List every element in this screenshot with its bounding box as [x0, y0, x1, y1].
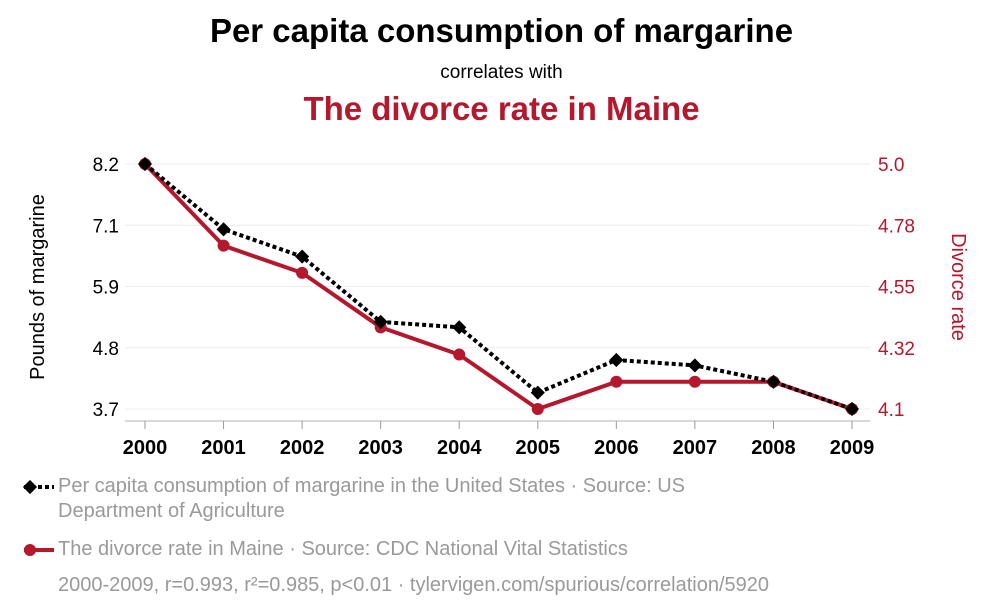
right-axis-tick-label: 4.32	[878, 339, 915, 360]
margarine-data-point	[137, 156, 153, 172]
divorce-data-point	[531, 403, 544, 415]
x-axis-tick-label: 2001	[201, 437, 246, 459]
x-axis-tick-label: 2002	[280, 437, 325, 459]
divorce-data-point	[453, 348, 466, 361]
legend-label-margarine: Per capita consumption of margarine in t…	[58, 475, 685, 522]
divorce-data-point	[296, 266, 309, 279]
margarine-series-line	[143, 162, 853, 411]
x-axis-tick-label: 2007	[673, 437, 718, 459]
left-axis-title: Pounds of margarine	[27, 194, 49, 380]
right-axis-tick-label: 4.78	[878, 216, 915, 237]
margarine-data-point	[687, 358, 702, 373]
left-axis-tick-label: 8.2	[93, 155, 119, 176]
margarine-data-point	[766, 374, 781, 389]
x-axis-tick-label: 2004	[437, 437, 482, 459]
divorce-data-point	[610, 375, 623, 388]
correlates-with-text: correlates with	[440, 62, 563, 83]
chart-plot: 8.2 5.0 7.1 4.78 5.9 4.55 4.8 4.32 3.7 4.1 2000 200…	[27, 155, 969, 459]
left-axis-tick-label: 7.1	[93, 216, 119, 237]
divorce-data-point	[217, 239, 230, 252]
legend-item-divorce: The divorce rate in Maine · Source: CDC …	[20, 537, 628, 562]
legend-swatch-divorce	[24, 544, 54, 556]
margarine-data-point	[373, 314, 388, 329]
right-axis-tick-label: 4.1	[878, 400, 904, 421]
right-axis-title: Divorce rate	[947, 233, 969, 341]
right-axis-tick-label: 4.55	[878, 278, 915, 299]
margarine-data-point	[609, 352, 624, 368]
legend-swatch-margarine	[22, 479, 54, 495]
left-axis-tick-label: 4.8	[93, 339, 119, 360]
left-axis-tick-label: 5.9	[93, 278, 119, 299]
divorce-data-point	[688, 375, 701, 388]
x-axis-tick-label: 2008	[751, 437, 796, 459]
x-axis-tick-label: 2003	[358, 437, 403, 459]
divorce-series-line	[143, 162, 853, 411]
margarine-data-point	[216, 222, 231, 237]
x-axis-tick-label: 2000	[123, 437, 168, 459]
chart-title: Per capita consumption of margarine	[209, 12, 794, 49]
margarine-data-point	[530, 385, 545, 400]
x-axis-tick-label: 2006	[594, 437, 639, 459]
x-axis-tick-label: 2005	[516, 437, 561, 459]
margarine-data-point	[452, 320, 467, 335]
x-axis-tick-label: 2009	[830, 437, 875, 459]
legend-label-divorce: The divorce rate in Maine · Source: CDC …	[58, 538, 628, 560]
margarine-data-point	[844, 401, 860, 417]
left-axis-tick-label: 3.7	[93, 400, 119, 421]
legend-item-margarine: Per capita consumption of margarine in t…	[20, 474, 778, 524]
right-axis-tick-label: 5.0	[878, 155, 904, 176]
footer-stats: 2000-2009, r=0.993, r²=0.985, p<0.01 · t…	[58, 574, 769, 596]
chart-subtitle: The divorce rate in Maine	[303, 90, 700, 127]
